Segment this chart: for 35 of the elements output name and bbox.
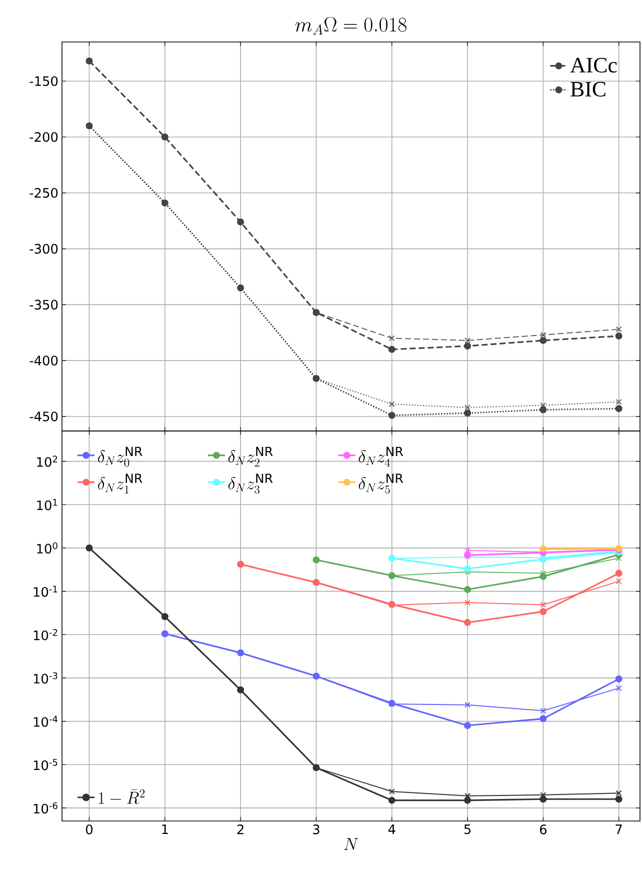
y-tick-label: 10$^{2}$ bbox=[37, 456, 58, 467]
y-tick-label: 10$^{-1}$ bbox=[34, 586, 58, 597]
x-tick-label: 6 bbox=[540, 824, 546, 834]
x-tick-label: 1 bbox=[162, 824, 168, 834]
legend-label: $\delta_N z_4^{\rm NR}$ bbox=[358, 446, 404, 467]
legend-label: $1-\bar{R}^2$ bbox=[98, 789, 145, 804]
x-axis-title: $N$ bbox=[344, 838, 358, 850]
y-tick-label: -300 bbox=[30, 244, 58, 254]
y-tick-label: -450 bbox=[30, 412, 58, 422]
y-tick-label: 10$^{-5}$ bbox=[34, 759, 58, 770]
x-tick-label: 4 bbox=[388, 824, 396, 834]
legend-label: BIC bbox=[570, 82, 606, 97]
y-tick-label: 10$^{0}$ bbox=[37, 542, 58, 554]
legend-label: $\delta_N z_0^{\rm NR}$ bbox=[98, 446, 142, 467]
chart-title: $m_A\Omega = 0.018$ bbox=[295, 16, 406, 34]
x-tick-label: 5 bbox=[464, 824, 471, 834]
x-tick-label: 7 bbox=[616, 824, 622, 834]
y-tick-label: 10$^{-6}$ bbox=[34, 802, 58, 814]
y-tick-label: -150 bbox=[30, 76, 58, 86]
y-tick-label: 10$^{-4}$ bbox=[34, 716, 58, 727]
legend-label: $\delta_N z_1^{\rm NR}$ bbox=[98, 474, 142, 494]
y-tick-label: 10$^{1}$ bbox=[37, 499, 58, 510]
legend-label: $\delta_N z_2^{\rm NR}$ bbox=[228, 446, 273, 467]
y-tick-label: -400 bbox=[30, 356, 58, 366]
y-tick-label: -350 bbox=[30, 300, 58, 310]
y-tick-label: 10$^{-2}$ bbox=[34, 629, 58, 640]
legend-label: AICc bbox=[570, 58, 617, 73]
y-tick-label: 10$^{-3}$ bbox=[34, 672, 58, 684]
y-tick-label: -200 bbox=[30, 132, 58, 142]
y-tick-label: -250 bbox=[30, 188, 58, 198]
x-tick-label: 3 bbox=[313, 824, 320, 834]
x-tick-label: 2 bbox=[237, 824, 244, 834]
legend-label: $\delta_N z_5^{\rm NR}$ bbox=[358, 474, 404, 494]
x-tick-label: 0 bbox=[86, 824, 92, 834]
legend-label: $\delta_N z_3^{\rm NR}$ bbox=[228, 474, 273, 494]
